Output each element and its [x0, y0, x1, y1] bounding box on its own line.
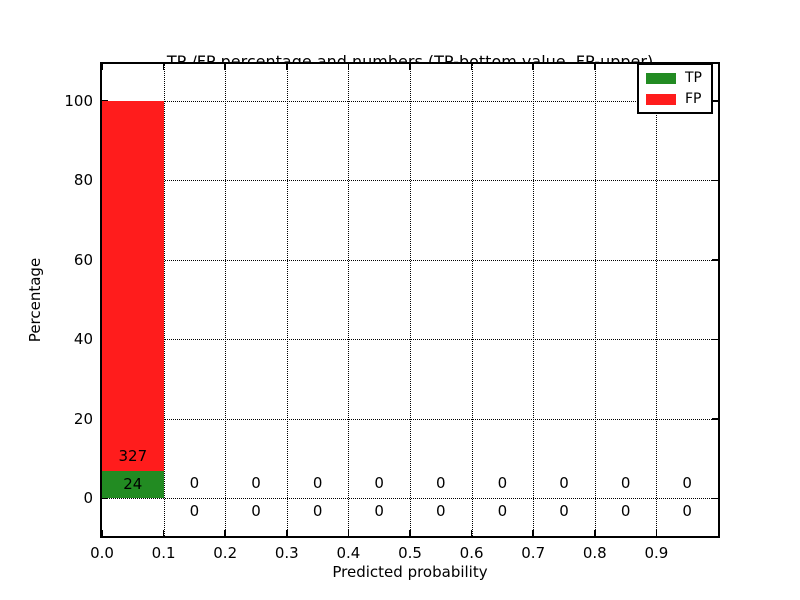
x-axis-label: Predicted probability: [332, 563, 488, 581]
x-tick-label: 0.1: [151, 544, 176, 562]
y-tick-mark-right: [712, 179, 718, 182]
tp-count-label: 0: [312, 502, 323, 521]
legend-label: FP: [685, 91, 702, 107]
fp-count-label: 0: [436, 474, 446, 493]
fp-count-label: 0: [189, 474, 200, 493]
x-tick-mark-top: [286, 64, 288, 70]
x-tick-mark-top: [470, 64, 473, 70]
x-tick-mark-top: [101, 64, 103, 70]
x-gridline: [656, 64, 658, 536]
y-axis-label: Percentage: [26, 257, 44, 343]
x-tick-mark-top: [347, 64, 350, 70]
y-tick-label: 20: [73, 409, 93, 428]
x-tick-label: 0.5: [398, 544, 422, 562]
x-gridline: [225, 64, 227, 536]
x-tick-mark-top: [162, 64, 165, 70]
y-tick-mark-right: [712, 418, 718, 420]
legend: TP FP: [637, 63, 713, 114]
legend-entry: FP: [646, 92, 702, 106]
x-tick-mark: [162, 530, 165, 536]
fp-count-label: 0: [251, 474, 261, 493]
x-gridline: [286, 64, 288, 536]
y-tick-mark-right: [712, 338, 718, 341]
legend-swatch-tp-icon: [646, 72, 676, 84]
x-tick-mark: [532, 530, 534, 536]
tp-count-label: 0: [374, 502, 384, 521]
tp-count-label: 0: [620, 502, 631, 521]
x-tick-mark-top: [409, 64, 411, 70]
x-tick-mark-top: [224, 64, 226, 70]
fp-count-label: 0: [312, 474, 323, 493]
legend-label: TP: [685, 70, 702, 86]
x-tick-label: 0.6: [459, 544, 484, 562]
y-tick-label: 100: [64, 91, 93, 110]
y-tick-label: 60: [73, 250, 93, 269]
y-tick-mark-right: [712, 259, 718, 261]
fp-count-label: 0: [497, 474, 508, 493]
x-tick-label: 0.9: [644, 544, 669, 562]
fp-count-label: 327: [118, 447, 148, 466]
x-tick-label: 0.4: [336, 544, 361, 562]
x-tick-label: 0.8: [582, 544, 607, 562]
plot-area: 327 24 0 0 0 0 0 0 0 0 0 0 0 0 0 0 0 0 0 0 0.0 0.1 0.2 0.3 0.4 0.…: [64, 62, 720, 562]
tp-count-label: 0: [189, 502, 200, 521]
x-tick-mark: [594, 530, 596, 536]
x-tick-mark: [409, 530, 411, 536]
fp-count-label: 0: [682, 474, 692, 493]
tp-count-label: 0: [436, 502, 446, 521]
x-tick-mark: [470, 530, 473, 536]
y-tick-label: 40: [73, 330, 93, 349]
x-gridline: [348, 64, 350, 536]
x-tick-mark-top: [594, 64, 596, 70]
x-tick-label: 0.3: [274, 544, 299, 562]
tp-count-label: 0: [559, 502, 569, 521]
y-tick-mark-right: [712, 497, 718, 499]
x-tick-mark: [655, 530, 658, 536]
x-tick-mark: [286, 530, 288, 536]
x-tick-mark: [224, 530, 226, 536]
legend-entry: TP: [646, 71, 702, 85]
fp-bar-segment: [102, 100, 164, 472]
tp-count-label: 24: [123, 475, 143, 494]
fp-count-label: 0: [559, 474, 569, 493]
fp-count-label: 0: [620, 474, 631, 493]
x-gridline: [163, 64, 165, 536]
x-gridline: [471, 64, 473, 536]
tp-count-label: 0: [497, 502, 508, 521]
tp-count-label: 0: [682, 502, 692, 521]
x-gridline: [533, 64, 535, 536]
y-tick-label: 80: [73, 171, 93, 190]
fp-count-label: 0: [374, 474, 384, 493]
x-tick-label: 0.0: [90, 544, 114, 562]
tp-bar-segment: [102, 471, 164, 499]
x-tick-label: 0.2: [213, 544, 238, 562]
legend-swatch-fp-icon: [646, 93, 676, 105]
y-tick-mark-right: [712, 100, 718, 102]
tp-count-label: 0: [251, 502, 261, 521]
x-gridline: [410, 64, 411, 536]
x-tick-mark: [347, 530, 350, 536]
x-tick-mark-top: [532, 64, 534, 70]
x-tick-mark: [101, 530, 103, 536]
x-tick-label: 0.7: [521, 544, 546, 562]
y-tick-mark: [102, 497, 108, 499]
x-gridline: [594, 64, 596, 536]
y-tick-label: 0: [83, 489, 93, 508]
